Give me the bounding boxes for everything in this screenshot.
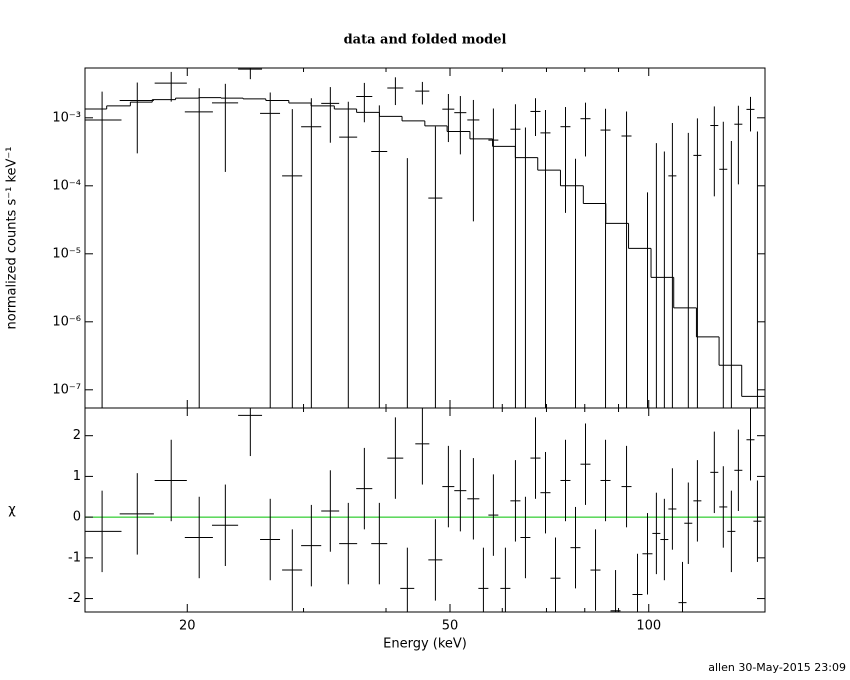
y-tick-label: 10⁻⁴ — [52, 178, 81, 193]
y-tick-label: 10⁻⁶ — [52, 314, 81, 329]
x-tick-label: 50 — [442, 619, 459, 634]
y-axis-label: χ — [8, 503, 16, 518]
y-tick-label: 10⁻³ — [52, 110, 81, 125]
x-tick-label: 20 — [179, 619, 196, 634]
plot-area — [85, 408, 765, 612]
x-axis-label: Energy (keV) — [383, 637, 467, 652]
chart-title: data and folded model — [344, 33, 507, 48]
y-tick-label: 2 — [73, 428, 81, 443]
x-tick-label: 100 — [636, 619, 661, 634]
footer: allen 30-May-2015 23:09 — [708, 661, 846, 674]
y-tick-label: -1 — [68, 550, 81, 565]
y-axis-label: normalized counts s⁻¹ keV⁻¹ — [5, 147, 20, 330]
plot-area — [85, 68, 765, 408]
plot-frame — [84, 407, 766, 613]
y-tick-label: 1 — [73, 469, 81, 484]
y-tick-label: 10⁻⁷ — [52, 382, 81, 397]
y-tick-label: -2 — [68, 591, 81, 606]
y-tick-label: 10⁻⁵ — [52, 246, 81, 261]
y-tick-label: 0 — [73, 510, 81, 525]
